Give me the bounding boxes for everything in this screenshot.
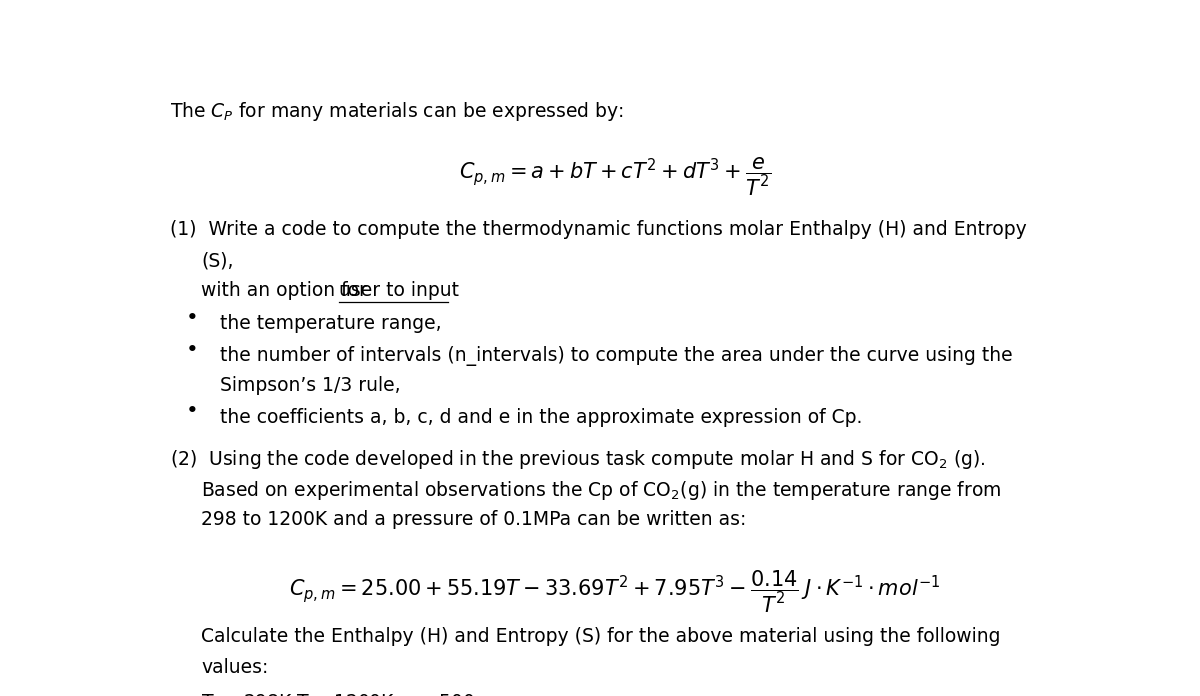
- Text: 298 to 1200K and a pressure of 0.1MPa can be written as:: 298 to 1200K and a pressure of 0.1MPa ca…: [202, 510, 746, 529]
- Text: (1)  Write a code to compute the thermodynamic functions molar Enthalpy (H) and : (1) Write a code to compute the thermody…: [170, 220, 1027, 239]
- Text: the number of intervals (n_intervals) to compute the area under the curve using : the number of intervals (n_intervals) to…: [220, 346, 1013, 366]
- Text: (2)  Using the code developed in the previous task compute molar H and S for CO$: (2) Using the code developed in the prev…: [170, 448, 986, 471]
- Text: Calculate the Enthalpy (H) and Entropy (S) for the above material using the foll: Calculate the Enthalpy (H) and Entropy (…: [202, 627, 1001, 646]
- Text: values:: values:: [202, 658, 269, 677]
- Text: The $C_P$ for many materials can be expressed by:: The $C_P$ for many materials can be expr…: [170, 100, 624, 122]
- Text: Based on experimental observations the Cp of CO$_2$(g) in the temperature range : Based on experimental observations the C…: [202, 479, 1002, 502]
- Text: Simpson’s 1/3 rule,: Simpson’s 1/3 rule,: [220, 376, 401, 395]
- Text: (S),: (S),: [202, 251, 234, 270]
- Text: $C_{p,m} = 25.00 + 55.19T - 33.69T^2 + 7.95T^3 - \dfrac{0.14}{T^2}\; J \cdot K^{: $C_{p,m} = 25.00 + 55.19T - 33.69T^2 + 7…: [289, 569, 941, 615]
- Text: the coefficients a, b, c, d and e in the approximate expression of Cp.: the coefficients a, b, c, d and e in the…: [220, 408, 862, 427]
- Text: •: •: [185, 308, 198, 328]
- Text: with an option for: with an option for: [202, 280, 373, 300]
- Text: $C_{p,m} = a + bT + cT^2 + dT^3 + \dfrac{e}{T^2}$: $C_{p,m} = a + bT + cT^2 + dT^3 + \dfrac…: [458, 156, 772, 198]
- Text: •: •: [185, 402, 198, 421]
- Text: user to input: user to input: [338, 280, 458, 300]
- Text: the temperature range,: the temperature range,: [220, 314, 442, 333]
- Text: T$_1$= 298K T$_2$=1200K n = 500.: T$_1$= 298K T$_2$=1200K n = 500.: [202, 693, 480, 696]
- Text: •: •: [185, 340, 198, 360]
